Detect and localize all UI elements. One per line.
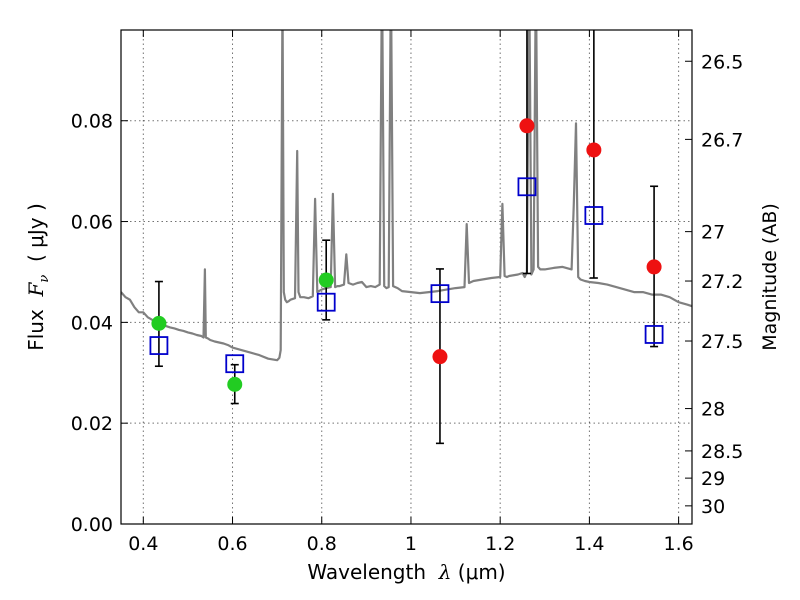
y-tick-label: 0.02 (71, 413, 113, 435)
x-tick-labels: 0.4 0.6 0.8 1 1.2 1.4 1.6 (128, 533, 694, 555)
model-point (316, 292, 336, 312)
observed-point (586, 142, 602, 158)
y-axis-label-symbol: F (24, 282, 48, 297)
y2-tick-label: 26.5 (701, 51, 743, 73)
y2-tick-label: 27.2 (701, 271, 743, 293)
x-axis-label-text: Wavelength (307, 560, 427, 584)
data-point-layer (149, 118, 664, 392)
observed-point (151, 315, 167, 331)
x-tick-label: 1.4 (574, 533, 604, 555)
model-point (149, 336, 169, 355)
errorbar (522, 30, 531, 275)
y-axis-label-subscript: ν (37, 274, 52, 283)
x-tick-label: 0.8 (307, 533, 337, 555)
y-tick-label: 0.04 (71, 312, 113, 334)
y2-tick-label: 28 (701, 399, 725, 421)
model-point (517, 177, 537, 197)
model-point (584, 206, 604, 225)
y2-tick-label: 27 (701, 222, 725, 244)
observed-point (432, 349, 448, 365)
x-axis-label-unit: (μm) (457, 560, 506, 584)
y2-tick-label: 30 (701, 496, 725, 518)
spectrum-layer (121, 30, 692, 362)
observed-point (318, 272, 334, 288)
x-tick-label: 1 (405, 533, 417, 555)
model-point (430, 284, 450, 304)
x-tick-label: 1.2 (485, 533, 515, 555)
y2-tick-label: 27.5 (701, 331, 743, 353)
y-tick-labels: 0.00 0.02 0.04 0.06 0.08 (71, 111, 113, 536)
y2-axis-label: Magnitude (AB) (759, 203, 781, 351)
x-axis-label-symbol: λ (438, 560, 452, 584)
spectrum-line (121, 30, 692, 362)
gridlines (121, 30, 692, 525)
model-point (225, 354, 245, 374)
tick-layer (121, 30, 692, 525)
y-tick-label: 0.00 (71, 514, 113, 536)
y2-tick-label: 26.7 (701, 129, 743, 151)
x-tick-label: 0.4 (128, 533, 158, 555)
x-tick-label: 1.6 (664, 533, 694, 555)
y2-tick-label: 28.5 (701, 441, 743, 463)
y2-tick-label: 29 (701, 468, 725, 490)
y-axis-label-text: Flux (24, 309, 48, 351)
x-tick-label: 0.6 (217, 533, 247, 555)
observed-point (519, 118, 535, 134)
observed-point (646, 259, 662, 275)
observed-point (227, 376, 243, 392)
y-tick-label: 0.08 (71, 111, 113, 133)
model-point (644, 325, 664, 344)
y-axis-label-unit: ( μJy ) (24, 203, 48, 262)
y2-tick-labels: 26.5 26.7 27 27.2 27.5 28 28.5 29 30 (701, 51, 743, 518)
plot-frame (120, 29, 693, 525)
y-tick-label: 0.06 (71, 212, 113, 234)
y-axis-label: Flux Fν ( μJy ) (24, 203, 52, 351)
x-axis-label: Wavelength λ (μm) (0, 560, 800, 584)
